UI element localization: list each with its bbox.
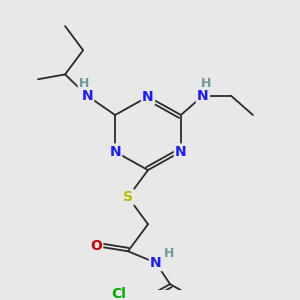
Text: N: N	[109, 145, 121, 159]
Text: N: N	[150, 256, 162, 270]
Text: N: N	[81, 89, 93, 103]
Text: N: N	[142, 90, 154, 104]
Text: H: H	[164, 247, 174, 260]
Text: N: N	[197, 89, 209, 103]
Text: S: S	[123, 190, 133, 204]
Text: Cl: Cl	[112, 287, 127, 300]
Text: H: H	[201, 76, 211, 90]
Text: H: H	[79, 76, 89, 90]
Text: O: O	[90, 239, 102, 254]
Text: N: N	[175, 145, 187, 159]
